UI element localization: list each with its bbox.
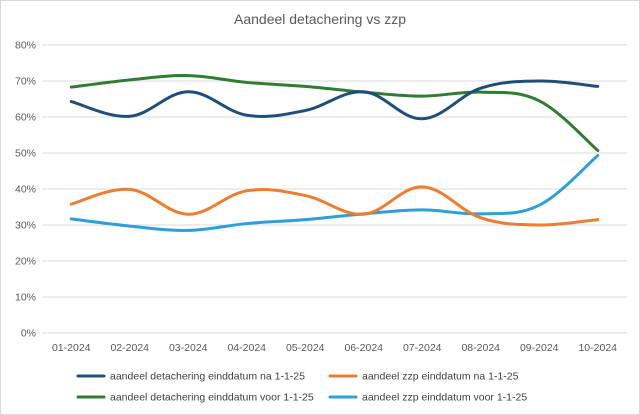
- y-tick-label: 60%: [15, 112, 36, 124]
- y-tick-label: 40%: [15, 184, 36, 196]
- x-tick-label: 01-2024: [52, 342, 91, 354]
- y-axis-ticks: 0% 10% 20% 30% 40% 50% 60% 70% 80%: [15, 40, 36, 340]
- y-tick-label: 80%: [15, 40, 36, 52]
- x-tick-label: 04-2024: [227, 342, 266, 354]
- x-tick-label: 08-2024: [461, 342, 500, 354]
- legend-label: aandeel zzp einddatum na 1-1-25: [362, 371, 519, 383]
- y-tick-label: 50%: [15, 148, 36, 160]
- series-line-3: [69, 154, 600, 232]
- x-tick-label: 02-2024: [110, 342, 149, 354]
- series-lines: [69, 74, 600, 232]
- x-tick-label: 05-2024: [286, 342, 325, 354]
- x-tick-label: 03-2024: [169, 342, 208, 354]
- y-tick-label: 10%: [15, 292, 36, 304]
- legend-label: aandeel detachering einddatum na 1-1-25: [110, 371, 305, 383]
- legend: aandeel detachering einddatum na 1-1-25 a…: [76, 371, 527, 404]
- y-tick-label: 30%: [15, 220, 36, 232]
- x-axis-ticks: 01-2024 02-2024 03-2024 04-2024 05-2024 06-20…: [52, 342, 617, 354]
- y-tick-label: 0%: [21, 328, 36, 340]
- series-line-2: [69, 74, 600, 152]
- chart-title: Aandeel detachering vs zzp: [234, 11, 406, 27]
- x-tick-label: 06-2024: [344, 342, 383, 354]
- legend-label: aandeel detachering einddatum voor 1-1-2…: [110, 392, 314, 404]
- series-line-1: [69, 185, 600, 227]
- gridlines: [42, 44, 627, 334]
- x-tick-label: 09-2024: [520, 342, 559, 354]
- series-line-0: [69, 79, 600, 121]
- x-tick-label: 07-2024: [403, 342, 442, 354]
- y-tick-label: 20%: [15, 256, 36, 268]
- legend-label: aandeel zzp einddatum voor 1-1-25: [362, 392, 527, 404]
- x-tick-label: 10-2024: [578, 342, 617, 354]
- y-tick-label: 70%: [15, 76, 36, 88]
